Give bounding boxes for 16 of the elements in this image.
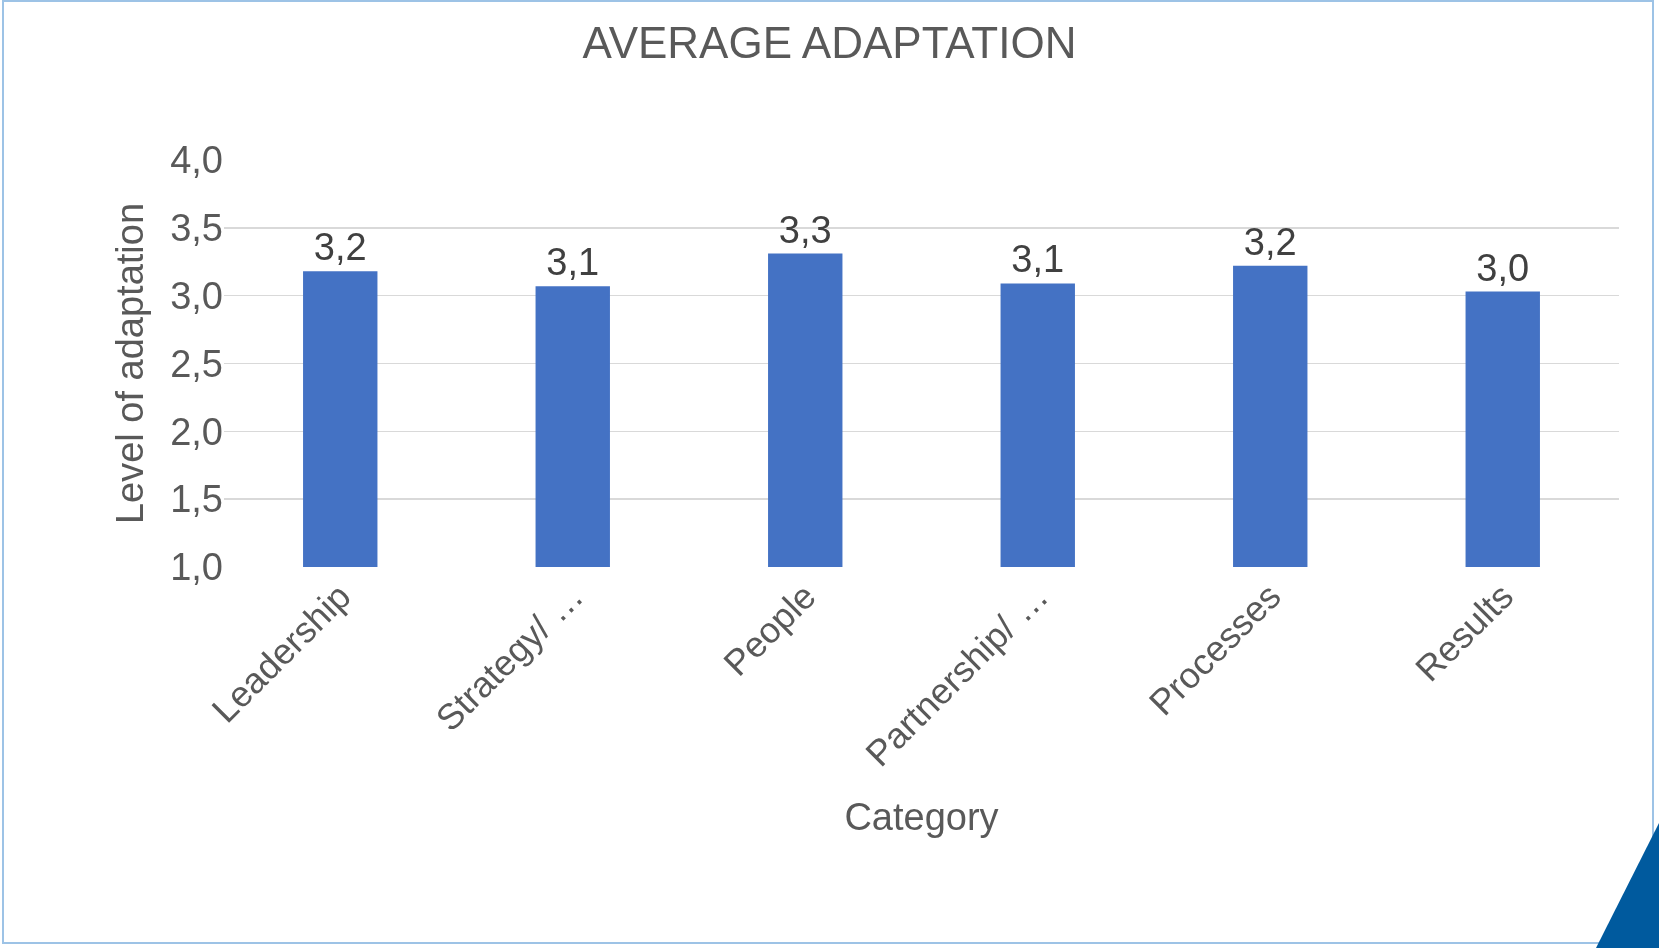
- y-axis-title: Level of adaptation: [109, 202, 152, 525]
- y-tick-label: 3,0: [170, 274, 223, 317]
- y-tick-label: 1,5: [170, 478, 223, 521]
- data-label: 3,1: [546, 241, 600, 284]
- data-label: 3,1: [1011, 238, 1065, 281]
- x-axis-title: Category: [844, 796, 999, 839]
- y-tick-label: 2,0: [170, 410, 223, 453]
- y-tick-label: 2,5: [170, 342, 223, 385]
- chart-title: AVERAGE ADAPTATION: [582, 18, 1077, 68]
- data-label: 3,0: [1476, 246, 1530, 289]
- y-tick-label: 1,0: [170, 546, 223, 589]
- data-label: 3,2: [313, 226, 367, 269]
- data-label: 3,2: [1243, 220, 1297, 263]
- data-label: 3,3: [778, 208, 832, 251]
- y-tick-label: 3,5: [170, 207, 223, 250]
- y-tick-label: 4,0: [170, 139, 223, 182]
